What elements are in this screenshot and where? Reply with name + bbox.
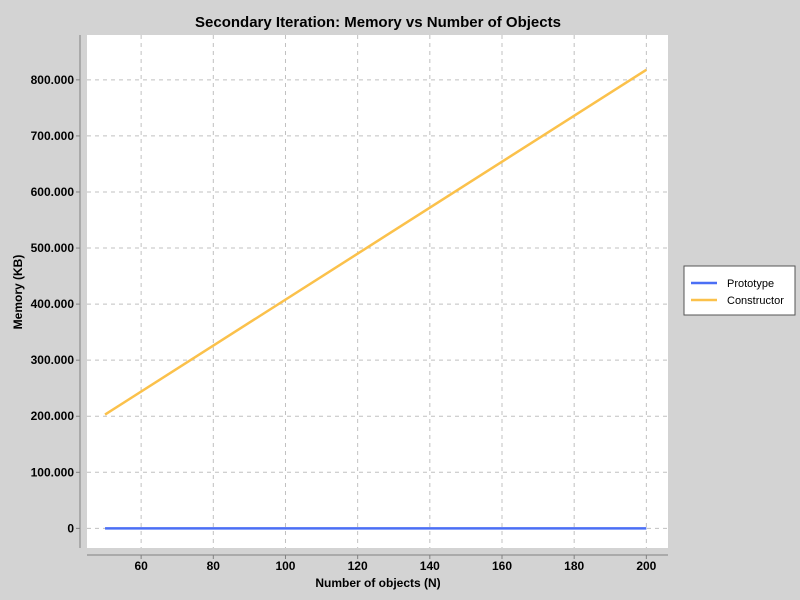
legend-label-prototype: Prototype bbox=[727, 278, 774, 290]
plot-area bbox=[87, 35, 668, 548]
legend: Prototype Constructor bbox=[683, 265, 796, 316]
y-tick-label: 0 bbox=[67, 521, 74, 535]
x-tick-label: 160 bbox=[492, 559, 512, 573]
x-tick-label: 180 bbox=[564, 559, 584, 573]
y-tick-label: 600.000 bbox=[31, 185, 75, 199]
chart-title: Secondary Iteration: Memory vs Number of… bbox=[195, 14, 561, 31]
series-line-constructor bbox=[104, 68, 648, 416]
x-axis-label: Number of objects (N) bbox=[315, 576, 440, 590]
legend-label-constructor: Constructor bbox=[727, 295, 784, 307]
x-tick-label: 120 bbox=[348, 559, 368, 573]
y-axis-label: Memory (KB) bbox=[11, 255, 25, 330]
ticks-layer: 0 100.000 200.000 300.000 400.000 500.000 600.… bbox=[31, 73, 657, 573]
y-tick-label: 800.000 bbox=[31, 73, 75, 87]
y-tick-label: 300.000 bbox=[31, 353, 75, 367]
series-layer bbox=[104, 68, 648, 530]
y-tick-label: 400.000 bbox=[31, 297, 75, 311]
axes-layer bbox=[79, 35, 668, 556]
x-tick-label: 200 bbox=[636, 559, 656, 573]
x-tick-label: 100 bbox=[275, 559, 295, 573]
x-tick-label: 140 bbox=[420, 559, 440, 573]
grid-layer bbox=[87, 35, 668, 548]
y-tick-label: 100.000 bbox=[31, 465, 75, 479]
x-tick-label: 80 bbox=[207, 559, 221, 573]
y-tick-label: 500.000 bbox=[31, 241, 75, 255]
y-tick-label: 200.000 bbox=[31, 409, 75, 423]
legend-box bbox=[683, 265, 796, 316]
x-tick-label: 60 bbox=[134, 559, 148, 573]
y-tick-label: 700.000 bbox=[31, 129, 75, 143]
